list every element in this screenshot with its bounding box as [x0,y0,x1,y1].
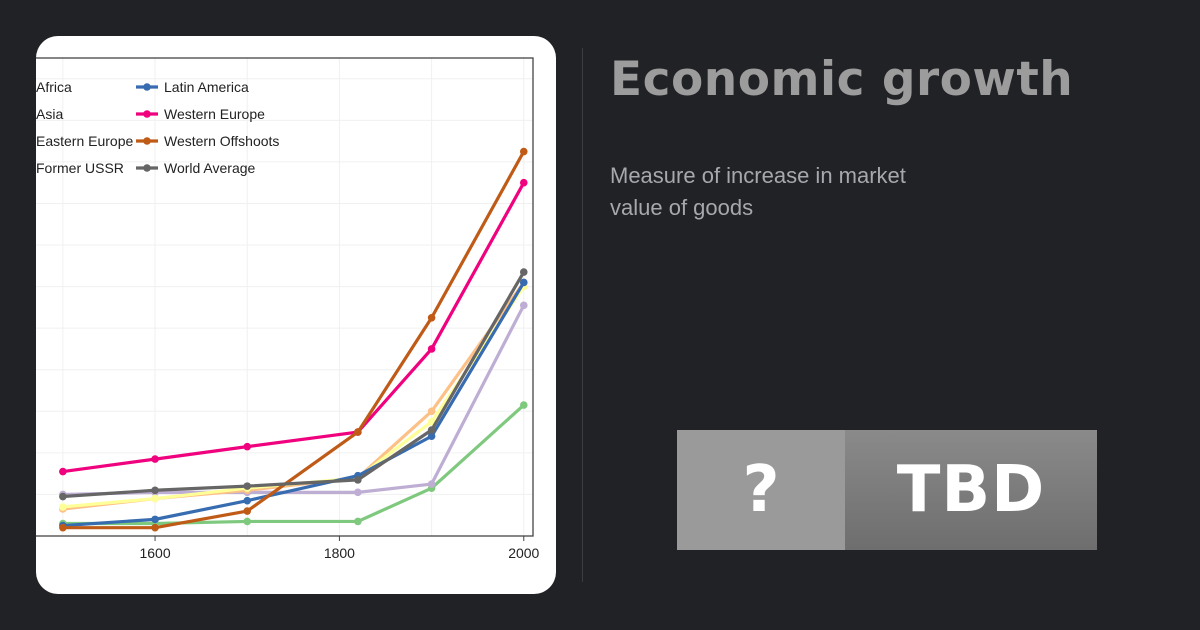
page-subtitle: Measure of increase in market value of g… [610,163,906,220]
legend-marker [143,137,151,145]
legend-label: Eastern Europe [36,133,133,149]
status-badge: ? TBD [677,430,1097,550]
data-point-world-average [59,492,67,501]
legend-marker [143,110,151,118]
x-tick-label: 1600 [139,545,170,561]
data-point-western-offshoots [59,523,67,532]
legend-label: Africa [36,79,72,95]
data-point-western-offshoots [243,507,252,515]
legend-marker [143,164,151,172]
data-point-world-average [151,486,159,495]
legend-marker [143,83,151,91]
data-point-asia [427,480,436,488]
data-point-latin-america [243,496,252,505]
data-point-western-offshoots [427,313,436,322]
data-point-asia [519,301,528,310]
data-point-western-europe [151,455,159,463]
data-point-western-europe [519,178,528,187]
legend-label: Western Offshoots [164,133,279,149]
legend-label: Latin America [164,79,249,95]
legend-label: Asia [36,106,63,122]
data-point-world-average [243,482,252,490]
page-title: Economic growth [610,52,1074,107]
chart-card: 1600 1800 2000 Africa Asia Eastern Europe For… [36,36,556,594]
data-point-africa [354,517,362,526]
vertical-divider [582,48,583,582]
x-tick-label: 1800 [324,545,355,561]
plot-frame [36,57,534,537]
series-line-western-europe [62,181,526,474]
data-point-western-offshoots [519,147,528,156]
data-point-latin-america [427,432,436,441]
economic-growth-chart: 1600 1800 2000 Africa Asia Eastern Europe For… [36,57,540,561]
series-line-africa [62,403,525,526]
legend-label: World Average [164,160,256,176]
data-point-asia [354,488,362,497]
legend-label: Former USSR [36,160,124,176]
data-point-world-average [427,426,436,434]
data-point-world-average [519,268,528,276]
data-point-africa [519,401,528,409]
data-point-latin-america [519,278,528,287]
series-line-world-average [62,271,526,499]
badge-question-mark: ? [677,430,845,550]
data-point-western-offshoots [151,523,159,532]
data-point-world-average [354,476,362,484]
data-point-western-europe [427,345,436,353]
data-point-former-ussr [59,503,67,511]
data-point-latin-america [151,515,159,524]
legend-label: Western Europe [164,106,265,122]
series-line-latin-america [62,281,526,528]
x-tick-label: 2000 [508,545,539,561]
data-point-western-europe [243,442,252,451]
data-point-former-ussr [151,494,159,503]
data-point-eastern-europe [427,407,436,416]
badge-status-text: TBD [845,430,1097,550]
series-line-western-offshoots [62,150,526,530]
data-point-africa [243,517,252,526]
data-point-western-europe [59,467,67,476]
data-point-western-offshoots [354,428,362,436]
